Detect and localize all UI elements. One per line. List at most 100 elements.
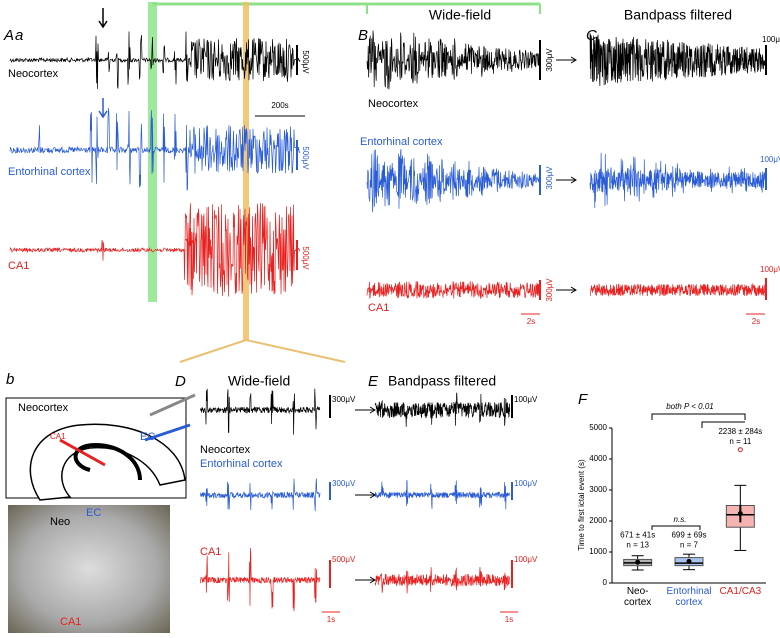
mean-point	[635, 559, 641, 565]
bracket	[651, 413, 746, 428]
scale-label: 300μV	[545, 48, 554, 72]
x-tick-label: Neo- cortex	[624, 586, 652, 608]
hippocampus	[29, 423, 186, 501]
electrode	[149, 393, 196, 417]
trace-label: CA1	[200, 546, 221, 558]
y-tick-label: 3000	[589, 485, 607, 494]
outlier	[737, 447, 743, 453]
electrode	[144, 423, 191, 442]
trace-label: Entorhinal cortex	[360, 136, 443, 148]
onset-arrow	[98, 98, 108, 119]
onset-arrow	[98, 8, 108, 29]
orange-link	[179, 338, 346, 363]
y-tick-label: 0	[603, 578, 608, 587]
scale-label: 1s	[327, 615, 335, 624]
scale-label: 100μV	[760, 155, 780, 164]
trace	[374, 392, 511, 427]
value-label: 671 ± 41s	[620, 531, 655, 540]
trace	[9, 108, 301, 191]
y-axis-label: Time to first ictal event (s)	[577, 459, 586, 551]
scale-label: 300μV	[332, 479, 356, 488]
arrow	[355, 576, 376, 584]
scale-label: 500μV	[301, 50, 310, 74]
x-tick-label: CA1/CA3	[719, 586, 762, 597]
orange-window	[243, 2, 249, 340]
trace	[374, 566, 510, 594]
scale-label: 2s	[527, 317, 535, 326]
panel-title: Bandpass filtered	[624, 7, 732, 23]
scale-label: 300μV	[545, 278, 554, 302]
panel-letter: E	[368, 373, 379, 390]
arrow	[556, 56, 577, 64]
dentate	[73, 442, 142, 481]
panel-title: Bandpass filtered	[388, 373, 496, 389]
panel-letter: C	[586, 27, 597, 44]
n-label: n = 7	[680, 541, 699, 550]
y-tick-label: 4000	[589, 454, 607, 463]
scale-label: 2s	[752, 317, 760, 326]
trace	[366, 30, 541, 90]
trace	[199, 388, 321, 435]
n-label: n = 11	[729, 437, 751, 446]
scale-label: 100μV	[762, 35, 780, 44]
photo-label: Neo	[50, 516, 70, 528]
trace-label: Entorhinal cortex	[8, 166, 91, 178]
value-label: 2238 ± 284s	[718, 427, 762, 436]
diagram-label: Neocortex	[18, 402, 69, 414]
panel-letter: F	[578, 391, 588, 408]
trace	[589, 283, 765, 297]
slice-outline	[5, 397, 187, 499]
scale-label: 500μV	[332, 555, 356, 564]
panel-sub: a	[15, 27, 23, 44]
x-tick-label: Entorhinal cortex	[666, 586, 712, 608]
trace	[366, 281, 541, 300]
bracket	[651, 525, 701, 530]
diagram-label: CA1	[50, 432, 66, 441]
arrow	[355, 406, 376, 414]
panel-letter: A	[3, 27, 14, 44]
photo-label: CA1	[60, 616, 81, 628]
trace	[9, 31, 301, 90]
trace	[589, 152, 766, 209]
scale-label: 100μV	[760, 265, 780, 274]
scale-label: 100μV	[514, 479, 538, 488]
panel-title: Wide-field	[429, 7, 491, 23]
panel-letter: b	[6, 371, 14, 388]
trace-label: Neocortex	[368, 98, 419, 110]
scale-label: 100μV	[514, 555, 538, 564]
scale-label: 500μV	[301, 146, 310, 170]
trace-label: CA1	[8, 260, 29, 272]
trace	[9, 203, 301, 297]
trace	[374, 480, 510, 510]
scale-label: 200s	[271, 101, 288, 110]
scale-label: 100μV	[514, 395, 538, 404]
trace-label: Neocortex	[200, 444, 251, 456]
arrow	[556, 286, 577, 294]
diagram-label: EC	[140, 431, 155, 443]
trace	[199, 547, 321, 612]
n-label: n = 13	[626, 541, 649, 550]
panel-letter: D	[175, 373, 186, 390]
trace	[366, 148, 541, 213]
trace-label: CA1	[368, 302, 389, 314]
electrode	[59, 438, 106, 467]
mean-point	[686, 558, 692, 564]
value-label: 699 ± 69s	[671, 531, 706, 540]
y-tick-label: 1000	[589, 547, 607, 556]
slice-photo	[8, 505, 170, 633]
scale-label: 1s	[505, 615, 513, 624]
scale-label: 500μV	[301, 246, 310, 270]
y-tick-label: 2000	[589, 516, 607, 525]
arrow	[355, 491, 376, 499]
annotation: n.s.	[674, 515, 687, 524]
photo-label: EC	[86, 507, 101, 519]
scale-label: 300μV	[545, 166, 554, 190]
panel-title: Wide-field	[228, 373, 290, 389]
trace	[589, 33, 766, 87]
arrow	[556, 176, 577, 184]
y-tick-label: 5000	[589, 423, 607, 432]
trace-label: Neocortex	[8, 68, 59, 80]
mean-point	[737, 511, 743, 517]
